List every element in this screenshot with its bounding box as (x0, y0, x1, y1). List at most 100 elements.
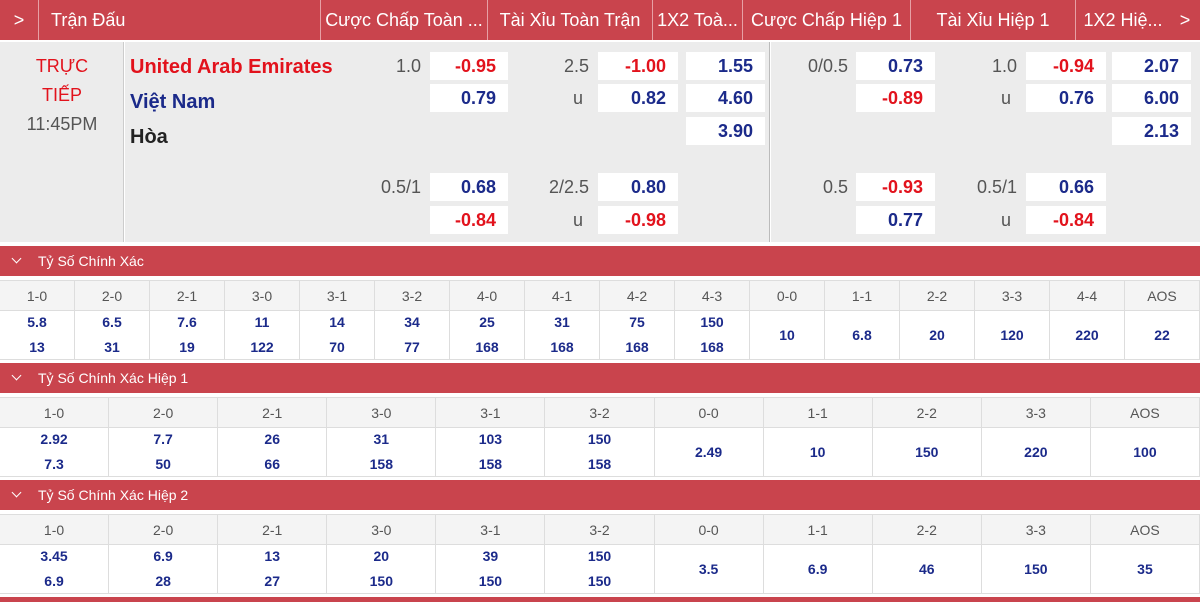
score-odds-value: 31 (554, 314, 570, 330)
score-odds[interactable]: 5.8 13 (0, 310, 75, 360)
odds-value[interactable]: 0.73 (856, 52, 935, 80)
odds-value[interactable]: 0.66 (1026, 173, 1106, 201)
score-odds[interactable]: 100 (1090, 427, 1200, 477)
score-label: 1-1 (825, 280, 900, 310)
score-odds[interactable]: 35 (1090, 544, 1200, 594)
score-odds[interactable]: 26 66 (218, 427, 328, 477)
score-odds-value: 168 (700, 339, 724, 355)
score-odds-value: 158 (478, 456, 503, 472)
expand-icon[interactable]: > (13, 10, 25, 30)
score-odds[interactable]: 150 (872, 427, 982, 477)
score-odds-value: 122 (250, 339, 274, 355)
score-odds[interactable]: 3.5 (654, 544, 764, 594)
score-label: AOS (1125, 280, 1200, 310)
score-odds[interactable]: 10 (750, 310, 825, 360)
score-odds-value: 150 (700, 314, 724, 330)
section-title: Tỷ Số Chính Xác (38, 253, 144, 269)
odds-value[interactable]: 0.76 (1026, 84, 1106, 112)
score-odds[interactable]: 46 (872, 544, 982, 594)
odds-value[interactable]: 2.07 (1112, 52, 1191, 80)
score-odds[interactable]: 11 122 (225, 310, 300, 360)
score-odds[interactable]: 2.92 7.3 (0, 427, 110, 477)
score-odds-value: 66 (264, 456, 280, 472)
score-odds[interactable]: 3.45 6.9 (0, 544, 110, 594)
score-odds[interactable]: 150 158 (545, 427, 655, 477)
score-odds-value: 150 (587, 573, 612, 589)
score-odds[interactable]: 150 150 (545, 544, 655, 594)
score-odds[interactable]: 7.7 50 (109, 427, 219, 477)
score-odds[interactable]: 220 (981, 427, 1091, 477)
score-odds[interactable]: 31 158 (327, 427, 437, 477)
score-odds[interactable]: 20 (900, 310, 975, 360)
score-odds[interactable]: 6.9 (763, 544, 873, 594)
score-label: 3-1 (300, 280, 375, 310)
score-odds[interactable]: 120 (975, 310, 1050, 360)
odds-value[interactable]: -0.98 (598, 206, 678, 234)
column-header: 1X2 Toà... (652, 0, 742, 40)
score-odds[interactable]: 25 168 (450, 310, 525, 360)
odds-value[interactable]: 6.00 (1112, 84, 1191, 112)
score-odds[interactable]: 150 168 (675, 310, 750, 360)
score-odds-value: 6.5 (102, 314, 122, 330)
handicap-line: 1.0 (991, 56, 1017, 76)
score-odds-value: 27 (264, 573, 280, 589)
score-odds[interactable]: 150 (981, 544, 1091, 594)
score-label: 0-0 (654, 397, 764, 427)
score-odds-value: 6.8 (852, 326, 872, 343)
column-header: Tài Xỉu Toàn Trận (487, 0, 652, 40)
score-odds[interactable]: 20 150 (327, 544, 437, 594)
odds-value[interactable]: 0.77 (856, 206, 935, 234)
odds-value[interactable]: -0.84 (430, 206, 508, 234)
under-label: u (572, 210, 583, 230)
score-odds[interactable]: 34 77 (375, 310, 450, 360)
odds-value[interactable]: -0.95 (430, 52, 508, 80)
odds-value[interactable]: 0.80 (598, 173, 678, 201)
under-label: u (1000, 88, 1011, 108)
score-odds[interactable]: 6.8 (825, 310, 900, 360)
score-odds[interactable]: 6.5 31 (75, 310, 150, 360)
score-label: 2-0 (75, 280, 150, 310)
score-odds[interactable]: 2.49 (654, 427, 764, 477)
score-odds[interactable]: 103 158 (436, 427, 546, 477)
section-bar (0, 246, 1200, 276)
score-odds-value: 7.6 (177, 314, 197, 330)
score-odds[interactable]: 31 168 (525, 310, 600, 360)
score-odds-value: 168 (475, 339, 499, 355)
scroll-right-icon[interactable]: > (1179, 10, 1191, 30)
handicap-line: 0.5/1 (380, 177, 421, 197)
odds-value[interactable]: 3.90 (686, 117, 765, 145)
odds-value[interactable]: 2.13 (1112, 117, 1191, 145)
score-odds-value: 50 (155, 456, 171, 472)
score-odds[interactable]: 14 70 (300, 310, 375, 360)
score-odds[interactable]: 6.9 28 (109, 544, 219, 594)
odds-value[interactable]: 0.79 (430, 84, 508, 112)
odds-value[interactable]: 4.60 (686, 84, 765, 112)
team-name: Hòa (130, 126, 168, 148)
score-odds-value: 158 (587, 456, 612, 472)
score-odds-value: 34 (404, 314, 420, 330)
score-odds[interactable]: 39 150 (436, 544, 546, 594)
odds-value[interactable]: -0.84 (1026, 206, 1106, 234)
score-odds[interactable]: 10 (763, 427, 873, 477)
score-odds[interactable]: 22 (1125, 310, 1200, 360)
score-odds-value: 46 (918, 560, 935, 577)
score-odds-value: 168 (550, 339, 574, 355)
score-odds[interactable]: 75 168 (600, 310, 675, 360)
score-odds[interactable]: 220 (1050, 310, 1125, 360)
team-name: United Arab Emirates (130, 56, 333, 78)
odds-value[interactable]: -0.94 (1026, 52, 1106, 80)
odds-value[interactable]: 1.55 (686, 52, 765, 80)
score-odds[interactable]: 7.6 19 (150, 310, 225, 360)
score-odds-value: 100 (1133, 443, 1157, 460)
score-odds-value: 19 (179, 339, 195, 355)
odds-value[interactable]: -0.93 (856, 173, 935, 201)
odds-value[interactable]: -1.00 (598, 52, 678, 80)
score-odds-value: 150 (915, 443, 939, 460)
odds-value[interactable]: 0.68 (430, 173, 508, 201)
handicap-line: 0.5/1 (976, 177, 1017, 197)
odds-value[interactable]: 0.82 (598, 84, 678, 112)
score-label: 2-1 (218, 514, 328, 544)
odds-value[interactable]: -0.89 (856, 84, 935, 112)
score-odds[interactable]: 13 27 (218, 544, 328, 594)
